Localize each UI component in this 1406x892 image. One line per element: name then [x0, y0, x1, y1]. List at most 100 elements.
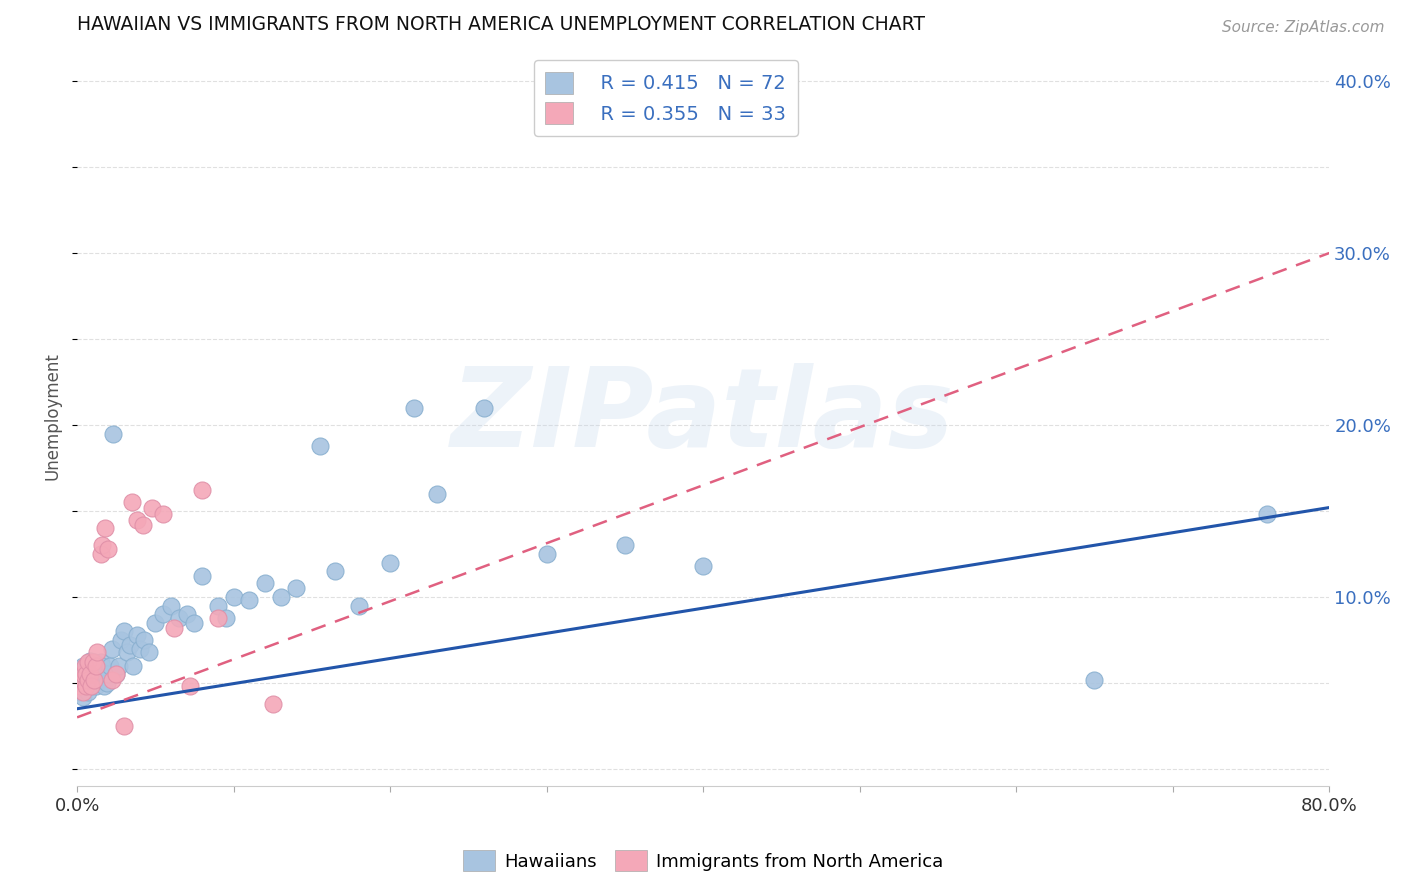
- Point: [100, 673, 122, 687]
- Point: [84, 658, 107, 673]
- Point: [163, 621, 186, 635]
- Point: [167, 610, 190, 624]
- Point: [141, 500, 163, 515]
- Point: [110, 632, 132, 647]
- Point: [100, 641, 122, 656]
- Point: [69, 676, 91, 690]
- Point: [1083, 673, 1105, 687]
- Legend:   R = 0.415   N = 72,   R = 0.355   N = 33: R = 0.415 N = 72, R = 0.355 N = 33: [534, 60, 797, 136]
- Point: [83, 656, 105, 670]
- Point: [179, 680, 201, 694]
- Point: [308, 439, 330, 453]
- Point: [115, 645, 138, 659]
- Point: [253, 576, 276, 591]
- Point: [80, 667, 103, 681]
- Point: [72, 690, 94, 704]
- Point: [112, 624, 135, 639]
- Point: [402, 401, 425, 415]
- Point: [262, 697, 284, 711]
- Text: Source: ZipAtlas.com: Source: ZipAtlas.com: [1222, 20, 1385, 35]
- Point: [105, 667, 128, 681]
- Point: [285, 582, 308, 596]
- Point: [105, 667, 128, 681]
- Text: ZIPatlas: ZIPatlas: [451, 363, 955, 470]
- Point: [67, 676, 90, 690]
- Point: [121, 495, 143, 509]
- Point: [91, 538, 114, 552]
- Point: [96, 676, 118, 690]
- Point: [69, 680, 91, 694]
- Point: [76, 673, 98, 687]
- Point: [128, 641, 150, 656]
- Point: [134, 632, 156, 647]
- Point: [238, 593, 260, 607]
- Point: [67, 684, 90, 698]
- Point: [138, 645, 160, 659]
- Point: [97, 541, 120, 556]
- Point: [207, 599, 229, 613]
- Point: [120, 638, 142, 652]
- Text: HAWAIIAN VS IMMIGRANTS FROM NORTH AMERICA UNEMPLOYMENT CORRELATION CHART: HAWAIIAN VS IMMIGRANTS FROM NORTH AMERIC…: [77, 15, 925, 34]
- Point: [94, 521, 117, 535]
- Point: [80, 680, 103, 694]
- Point: [83, 676, 105, 690]
- Point: [73, 658, 96, 673]
- Point: [90, 673, 112, 687]
- Point: [82, 673, 104, 687]
- Point: [112, 719, 135, 733]
- Point: [692, 559, 714, 574]
- Point: [76, 680, 98, 694]
- Point: [91, 658, 114, 673]
- Point: [77, 684, 100, 698]
- Point: [90, 547, 112, 561]
- Point: [83, 673, 105, 687]
- Point: [347, 599, 370, 613]
- Point: [86, 673, 108, 687]
- Point: [72, 667, 94, 681]
- Point: [73, 671, 96, 685]
- Point: [152, 508, 174, 522]
- Point: [132, 517, 155, 532]
- Point: [77, 673, 100, 687]
- Point: [426, 487, 449, 501]
- Point: [94, 667, 117, 681]
- Point: [79, 667, 101, 681]
- Point: [183, 615, 205, 630]
- Point: [122, 658, 145, 673]
- Y-axis label: Unemployment: Unemployment: [44, 352, 60, 481]
- Point: [472, 401, 495, 415]
- Point: [160, 599, 183, 613]
- Point: [77, 656, 100, 670]
- Point: [82, 656, 104, 670]
- Point: [82, 662, 104, 676]
- Point: [84, 667, 107, 681]
- Point: [191, 569, 214, 583]
- Point: [125, 628, 148, 642]
- Point: [72, 658, 94, 673]
- Point: [76, 667, 98, 681]
- Point: [73, 680, 96, 694]
- Point: [77, 658, 100, 673]
- Point: [86, 645, 108, 659]
- Point: [70, 673, 93, 687]
- Point: [125, 512, 148, 526]
- Point: [93, 680, 115, 694]
- Point: [207, 610, 229, 624]
- Point: [90, 656, 112, 670]
- Point: [325, 564, 347, 578]
- Point: [79, 676, 101, 690]
- Point: [70, 667, 93, 681]
- Point: [101, 426, 124, 441]
- Point: [87, 662, 110, 676]
- Legend: Hawaiians, Immigrants from North America: Hawaiians, Immigrants from North America: [456, 843, 950, 879]
- Point: [79, 654, 101, 668]
- Point: [1256, 508, 1278, 522]
- Point: [72, 684, 94, 698]
- Point: [86, 658, 108, 673]
- Point: [108, 658, 131, 673]
- Point: [191, 483, 214, 498]
- Point: [222, 590, 245, 604]
- Point: [613, 538, 636, 552]
- Point: [70, 680, 93, 694]
- Point: [215, 610, 238, 624]
